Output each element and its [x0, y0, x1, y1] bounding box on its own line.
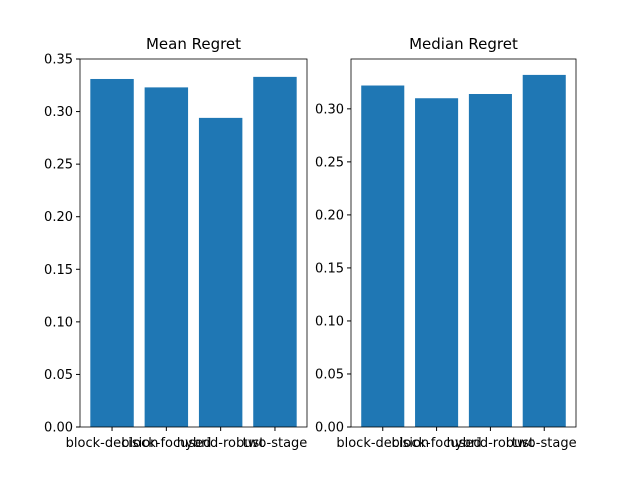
chart-title: Mean Regret: [146, 35, 241, 53]
y-tick-label: 0.05: [315, 367, 344, 382]
x-tick-label: two-stage: [243, 436, 308, 451]
x-tick-label: block-decision: [336, 436, 429, 451]
bar: [415, 98, 459, 427]
chart-title: Median Regret: [409, 35, 518, 53]
y-tick-label: 0.20: [44, 210, 73, 225]
y-tick-label: 0.20: [315, 208, 344, 223]
bar: [522, 74, 566, 428]
y-tick-label: 0.35: [44, 53, 73, 68]
x-tick-label: block-decision: [66, 436, 159, 451]
x-tick-label: hybrid-robust: [177, 436, 264, 451]
bar: [253, 76, 297, 428]
bar: [90, 78, 134, 427]
axes-frame: [350, 58, 577, 428]
x-tick-label: block-focused: [392, 436, 482, 451]
y-tick-label: 0.00: [44, 421, 73, 436]
y-tick-label: 0.25: [44, 158, 73, 173]
bar: [361, 85, 405, 427]
x-tick-label: two-stage: [512, 436, 577, 451]
x-tick-label: hybrid-robust: [447, 436, 534, 451]
y-tick-label: 0.05: [44, 368, 73, 383]
axes-frame: [79, 58, 308, 428]
y-tick-label: 0.25: [315, 155, 344, 170]
y-tick-label: 0.30: [315, 102, 344, 117]
bar: [198, 117, 243, 427]
y-tick-label: 0.30: [44, 105, 73, 120]
y-tick-label: 0.10: [315, 314, 344, 329]
bar: [468, 93, 512, 427]
bar: [144, 87, 189, 427]
y-tick-label: 0.00: [315, 421, 344, 436]
y-tick-label: 0.15: [44, 263, 73, 278]
y-tick-label: 0.15: [315, 261, 344, 276]
y-tick-label: 0.10: [44, 315, 73, 330]
x-tick-label: block-focused: [121, 436, 211, 451]
